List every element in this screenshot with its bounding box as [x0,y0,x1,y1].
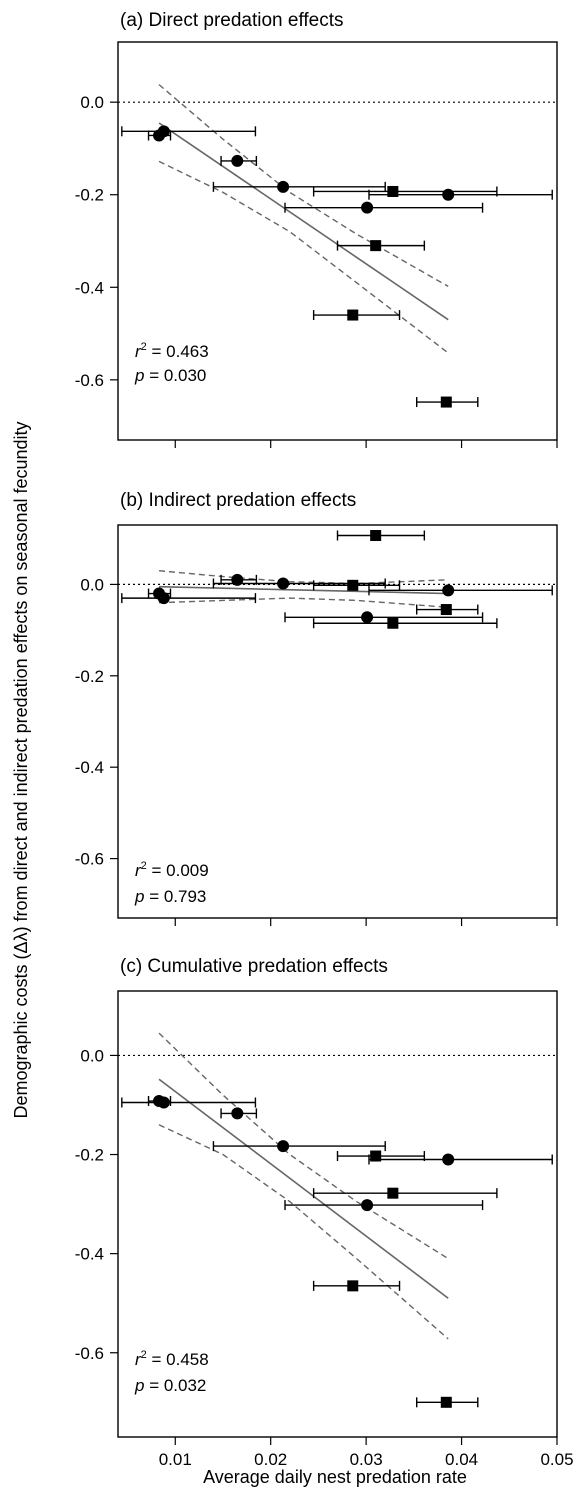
p-value-label: p = 0.793 [134,887,206,906]
data-point-square [387,617,399,629]
y-tick-label: -0.2 [75,1146,104,1165]
data-point-circle [361,1199,374,1212]
confidence-band-lower [158,597,449,608]
confidence-band-lower [158,1124,449,1340]
data-point-square [347,1280,359,1292]
data-point-circle [361,201,374,214]
data-point-circle [442,584,455,597]
data-point-square [347,579,359,591]
data-point-circle [157,1096,170,1109]
confidence-band-upper [158,84,449,288]
plot-frame [117,990,558,1438]
plot-area: 0.0 -0.2 -0.4 -0.6 0.01 0.02 0.03 0.04 0.05 [75,990,574,1469]
y-tick-label: 0.0 [80,1046,104,1065]
plot-area: 0.0 -0.2 -0.4 -0.6 [75,524,558,926]
data-point-square [440,1396,452,1408]
data-point-square [440,396,452,408]
panel-indirect-predation: (b) Indirect predation effects 0.0 -0.2 -0… [75,490,558,926]
data-point-circle [277,180,290,193]
x-tick-label: 0.03 [350,1450,383,1469]
y-tick-label: 0.0 [80,93,104,112]
x-tick-label: 0.02 [254,1450,287,1469]
x-tick-label: 0.01 [159,1450,192,1469]
y-axis-label: Demographic costs (Δλ) from direct and i… [11,421,31,1118]
y-tick-label: -0.4 [75,278,104,297]
panel-title: (b) Indirect predation effects [120,490,356,511]
plot-frame [117,41,558,441]
data-point-circle [231,1107,244,1120]
y-tick-label: -0.4 [75,758,104,777]
panel-cumulative-predation: (c) Cumulative predation effects 0.0 -0.2… [75,956,574,1469]
x-axis-label: Average daily nest predation rate [203,1467,467,1487]
data-point-circle [361,611,374,624]
x-tick-label: 0.05 [540,1450,573,1469]
data-point-square [387,1187,399,1199]
data-point-square [387,185,399,197]
panel-title: (a) Direct predation effects [120,10,344,31]
y-tick-label: -0.4 [75,1245,104,1264]
regression-line [158,122,449,321]
data-point-square [370,240,382,252]
r-squared-label: r2 = 0.009 [135,860,209,880]
confidence-band-upper [158,570,449,585]
data-point-square [347,309,359,321]
r-squared-label: r2 = 0.463 [135,341,209,361]
regression-line [158,1078,449,1299]
data-point-square [370,530,382,542]
data-point-circle [277,1140,290,1153]
y-tick-label: -0.2 [75,186,104,205]
y-tick-label: -0.6 [75,371,104,390]
data-point-circle [157,125,170,138]
confidence-band-lower [158,160,449,354]
y-tick-label: -0.2 [75,667,104,686]
data-point-circle [442,188,455,201]
regression-line [159,585,449,595]
data-point-circle [277,577,290,590]
data-point-circle [231,154,244,167]
r-squared-label: r2 = 0.458 [135,1349,209,1369]
data-point-circle [442,1153,455,1166]
y-tick-label: -0.6 [75,850,104,869]
panel-direct-predation: (a) Direct predation effects 0.0 -0.2 -0.4… [75,10,558,448]
data-point-square [440,604,452,616]
p-value-label: p = 0.030 [134,366,206,385]
y-tick-label: 0.0 [80,575,104,594]
data-point-circle [157,592,170,605]
data-point-square [370,1150,382,1162]
y-tick-label: -0.6 [75,1344,104,1363]
plot-frame [117,524,558,919]
p-value-label: p = 0.032 [134,1376,206,1395]
plot-area: 0.0 -0.2 -0.4 -0.6 [75,41,558,448]
x-tick-label: 0.04 [445,1450,478,1469]
panel-title: (c) Cumulative predation effects [120,956,388,977]
